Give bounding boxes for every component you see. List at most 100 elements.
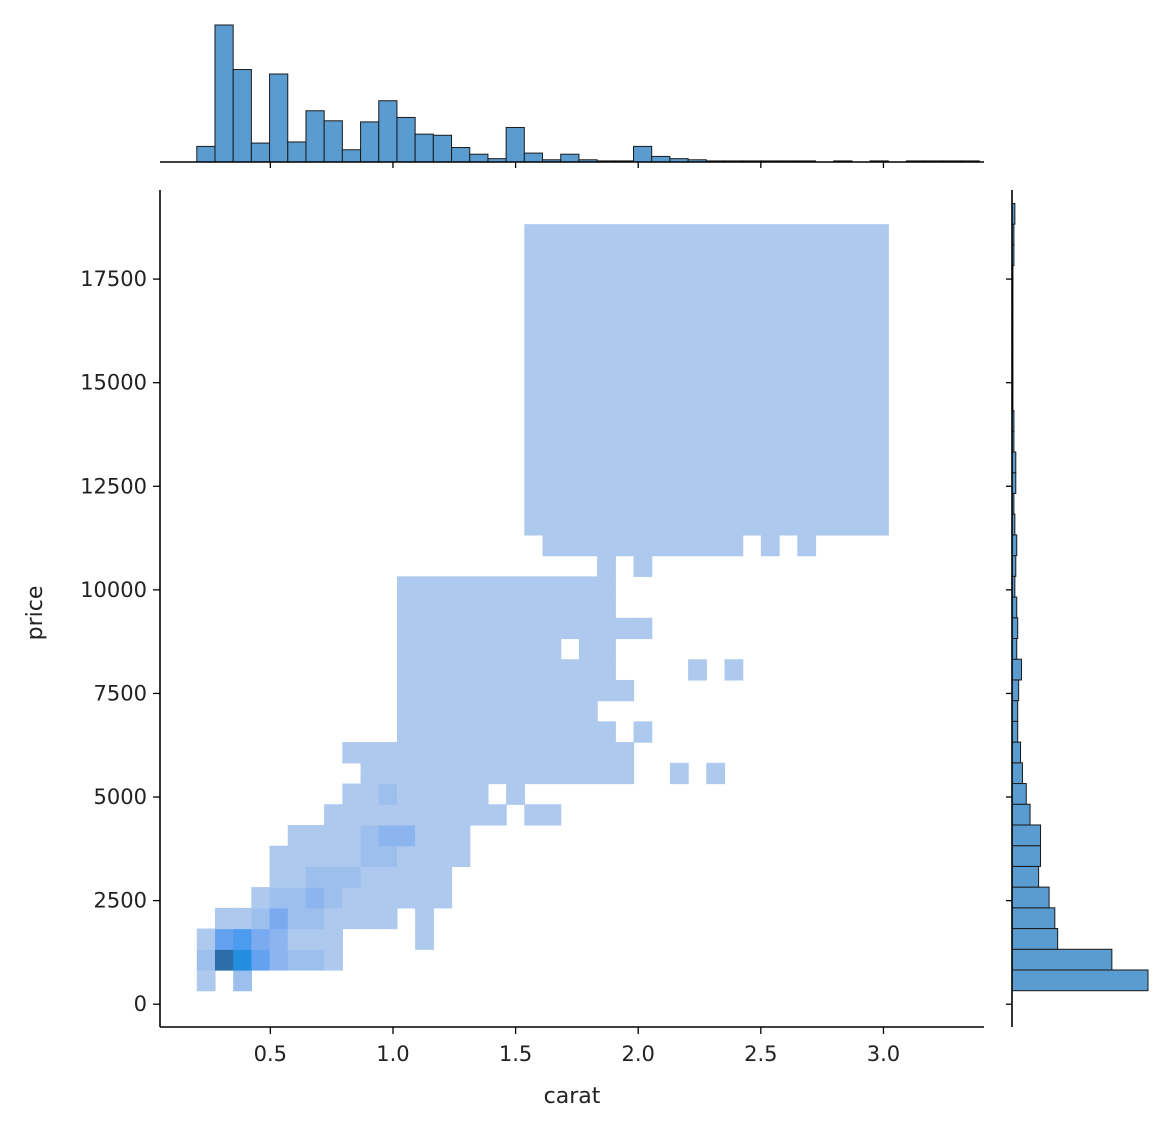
heatmap-cell [706,244,726,267]
heatmap-cell [378,742,398,764]
heatmap-cell [724,493,744,515]
heatmap-cell [724,327,744,350]
heatmap-cell [524,452,544,474]
heatmap-cell [797,472,817,495]
heatmap-cell [833,244,853,267]
heatmap-cell [742,327,762,350]
heatmap-cell [742,493,762,515]
heatmap-cell [815,224,835,246]
heatmap-cell [669,431,689,453]
heatmap-cell [396,845,416,867]
marginal-y-bar [1011,824,1042,847]
heatmap-cell [779,224,798,246]
heatmap-cell [415,576,434,598]
heatmap-cell [706,762,726,785]
heatmap-cell [560,431,580,453]
heatmap-cell [724,410,744,432]
heatmap-cell [542,493,562,515]
heatmap-cell [833,431,853,453]
heatmap-cell [542,431,562,453]
heatmap-cell [633,224,653,246]
heatmap-cell [615,762,635,785]
heatmap-cell [487,679,507,702]
heatmap-cell [578,265,598,287]
heatmap-cell [651,431,671,453]
heatmap-cell [615,389,635,412]
heatmap-cell [597,265,616,287]
heatmap-cell [797,244,817,267]
heatmap-cell [851,431,871,453]
heatmap-cell [415,679,434,702]
heatmap-cell [706,431,726,453]
heatmap-cell [560,224,580,246]
heatmap-cell [469,679,489,702]
heatmap-cell [779,369,798,391]
heatmap-cell [560,721,580,743]
marginal-y-bar [1011,928,1059,950]
x-tick-label: 1.5 [499,1042,532,1066]
heatmap-cell [487,659,507,681]
heatmap-cell [669,514,689,536]
heatmap-cell [560,700,580,722]
marginal-y-histogram [1006,190,1149,1027]
heatmap-cell [324,866,343,888]
heatmap-cell [615,224,635,246]
heatmap-cell [233,907,252,930]
heatmap-cell [833,452,853,474]
heatmap-cell [688,514,707,536]
y-tick-label: 15000 [80,371,147,395]
heatmap-cell [851,244,871,267]
heatmap-cell [269,928,289,950]
heatmap-cell [378,887,398,909]
heatmap-cell [578,659,598,681]
heatmap-cell [378,866,398,888]
heatmap-cell [633,617,653,640]
heatmap-cell [688,369,707,391]
heatmap-cell [287,824,307,847]
heatmap-cell [615,679,635,702]
heatmap-cell [669,472,689,495]
heatmap-cell [597,389,616,412]
heatmap-cell [633,410,653,432]
heatmap-cell [870,265,889,287]
heatmap-cell [360,783,380,805]
heatmap-cell [779,431,798,453]
heatmap-cell [560,265,580,287]
heatmap-cell [815,472,835,495]
heatmap-cell [396,824,416,847]
heatmap-cell [760,286,780,308]
heatmap-cell [542,762,562,785]
heatmap-cell [688,286,707,308]
heatmap-cell [706,307,726,329]
heatmap-cell [542,286,562,308]
heatmap-cell [724,286,744,308]
heatmap-cell [287,949,307,971]
heatmap-cell [578,431,598,453]
heatmap-cell [597,617,616,640]
heatmap-cell [560,514,580,536]
heatmap-cell [542,721,562,743]
heatmap-cell [451,824,471,847]
heatmap-cell [688,307,707,329]
heatmap-cell [742,348,762,370]
heatmap-cell [415,866,434,888]
heatmap-cell [597,431,616,453]
heatmap-cell [469,762,489,785]
heatmap-cell [815,389,835,412]
heatmap-cell [324,824,343,847]
heatmap-cell [633,265,653,287]
heatmap-cell [451,700,471,722]
heatmap-cell [597,597,616,619]
heatmap-cell [669,369,689,391]
heatmap-cell [851,389,871,412]
heatmap-cell [706,265,726,287]
heatmap-cell [560,597,580,619]
heatmap-cell [433,721,453,743]
heatmap-cell [342,742,362,764]
heatmap-cell [615,348,635,370]
marginal-x-bar [232,69,252,163]
heatmap-cell [542,348,562,370]
heatmap-cell [833,286,853,308]
heatmap-cell [578,493,598,515]
heatmap-cell [342,887,362,909]
